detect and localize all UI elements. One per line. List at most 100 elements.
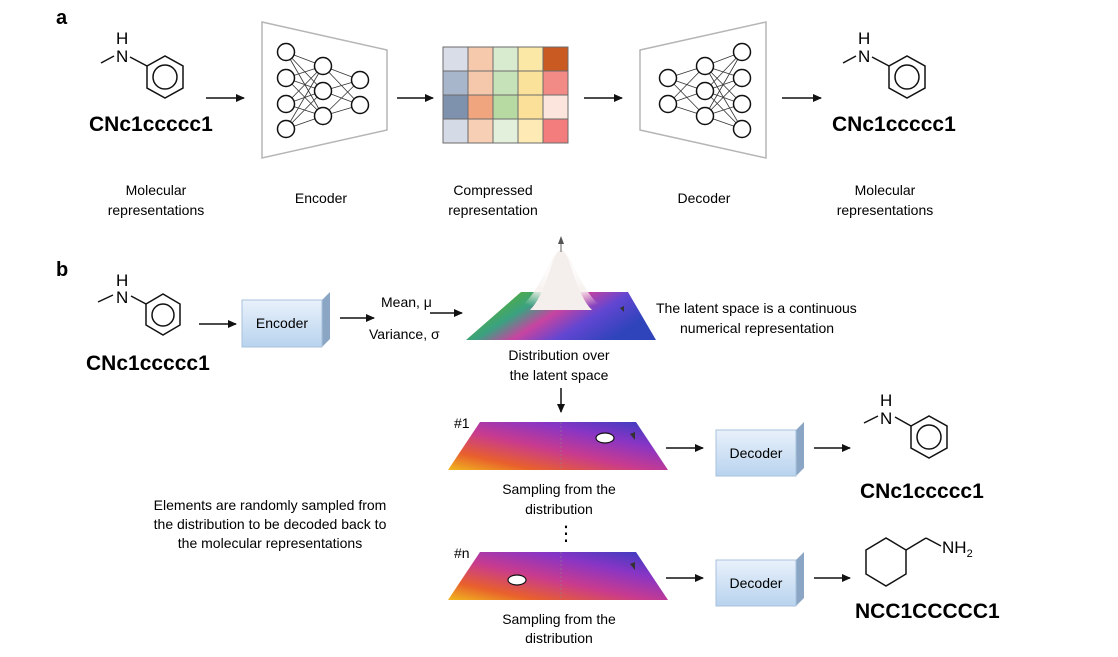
grid-cell (467, 70, 494, 96)
svg-text:H: H (880, 391, 892, 410)
svg-text:N: N (880, 409, 892, 428)
svg-text:N: N (116, 288, 128, 307)
network-node (313, 106, 333, 126)
network-node (313, 56, 333, 76)
grid-cell (467, 118, 494, 144)
network-node (732, 42, 752, 62)
molecule-input-b: H N (97, 271, 181, 336)
grid-cell (517, 118, 544, 144)
distribution-caption-line2: the latent space (510, 367, 609, 383)
output-smiles-a: CNc1ccccc1 (832, 113, 956, 136)
network-node (658, 94, 678, 114)
grid-cell (442, 70, 469, 96)
sample1-surface (448, 422, 668, 470)
decoder-caption-a: Decoder (678, 190, 731, 206)
input-smiles-a: CNc1ccccc1 (89, 113, 213, 136)
network-node (695, 56, 715, 76)
samplingn-caption-line1: Sampling from the (502, 611, 616, 627)
network-node (276, 94, 296, 114)
network-node (695, 106, 715, 126)
grid-cell (467, 94, 494, 120)
molecule-output-b2: NH2 (865, 537, 973, 587)
grid-cell (542, 46, 569, 72)
input-smiles-b: CNc1ccccc1 (86, 352, 210, 375)
output-caption-a-line1: Molecular (855, 182, 916, 198)
grid-cell (492, 46, 519, 72)
network-link (285, 51, 324, 117)
svg-text:H: H (858, 29, 870, 48)
samplen-tag: #n (454, 545, 470, 561)
encoder-box-b: Encoder (241, 292, 330, 348)
atom-n-label: N (116, 47, 128, 66)
grid-cell (517, 46, 544, 72)
decoder-network-a (639, 21, 767, 159)
decoder-box-b1: Decoder (715, 422, 804, 477)
molecule-output-b1: H N (863, 391, 948, 459)
network-node (732, 94, 752, 114)
grid-cell (542, 94, 569, 120)
output2-smiles-b: NCC1CCCCC1 (855, 600, 1000, 623)
compressed-caption-line2: representation (448, 202, 538, 218)
decoder-box-bn: Decoder (715, 552, 804, 607)
panel-b-label: b (56, 259, 68, 281)
input-caption-a-line1: Molecular (126, 182, 187, 198)
grid-cell (467, 46, 494, 72)
grid-cell (492, 70, 519, 96)
elements-note-line2: the distribution to be decoded back to (154, 516, 387, 532)
decoder-box1-label: Decoder (730, 445, 783, 461)
grid-cell (542, 70, 569, 96)
network-link (285, 65, 324, 130)
grid-cell (517, 94, 544, 120)
network-link (704, 51, 743, 117)
network-node (658, 68, 678, 88)
grid-cell (442, 118, 469, 144)
network-node (350, 95, 370, 115)
output1-smiles-b: CNc1ccccc1 (860, 480, 984, 503)
panel-a-label: a (56, 7, 68, 29)
distribution-caption-line1: Distribution over (508, 347, 609, 363)
sample1-point (595, 432, 615, 444)
input-caption-a-line2: representations (108, 202, 205, 218)
network-node (313, 81, 333, 101)
compressed-grid (442, 46, 569, 144)
sampling1-caption-line1: Sampling from the (502, 481, 616, 497)
output-caption-a-line2: representations (837, 202, 934, 218)
encoder-caption-a: Encoder (295, 190, 347, 206)
network-node (732, 119, 752, 139)
svg-text:N: N (858, 47, 870, 66)
gaussian-distribution (466, 236, 656, 340)
network-node (732, 68, 752, 88)
molecule-input-a: H N (100, 29, 184, 99)
encoder-box-label: Encoder (256, 315, 308, 331)
decoder-boxn-label: Decoder (730, 575, 783, 591)
encoder-network-a (261, 21, 388, 159)
network-node (276, 119, 296, 139)
network-node (350, 70, 370, 90)
grid-cell (517, 70, 544, 96)
variance-label: Variance, σ (369, 326, 440, 342)
nh2-label: NH2 (942, 538, 973, 560)
samplen-point (507, 574, 527, 586)
samplingn-caption-line2: distribution (525, 630, 593, 646)
latent-note-line2: numerical representation (680, 320, 834, 336)
svg-text:H: H (116, 271, 128, 290)
network-node (276, 68, 296, 88)
molecule-output-a: H N (842, 29, 926, 99)
grid-cell (442, 94, 469, 120)
sampling1-caption-line2: distribution (525, 501, 593, 517)
grid-cell (542, 118, 569, 144)
elements-note-line1: Elements are randomly sampled from (154, 497, 387, 513)
network-node (695, 81, 715, 101)
grid-cell (442, 46, 469, 72)
grid-cell (492, 118, 519, 144)
latent-note-line1: The latent space is a continuous (656, 300, 857, 316)
sample1-tag: #1 (454, 415, 470, 431)
elements-note-line3: the molecular representations (178, 535, 362, 551)
mean-label: Mean, μ (381, 294, 432, 310)
samplen-surface (448, 552, 668, 600)
compressed-caption-line1: Compressed (453, 182, 532, 198)
vertical-ellipsis: ⋮ (556, 521, 576, 545)
atom-h-label: H (116, 29, 128, 48)
grid-cell (492, 94, 519, 120)
